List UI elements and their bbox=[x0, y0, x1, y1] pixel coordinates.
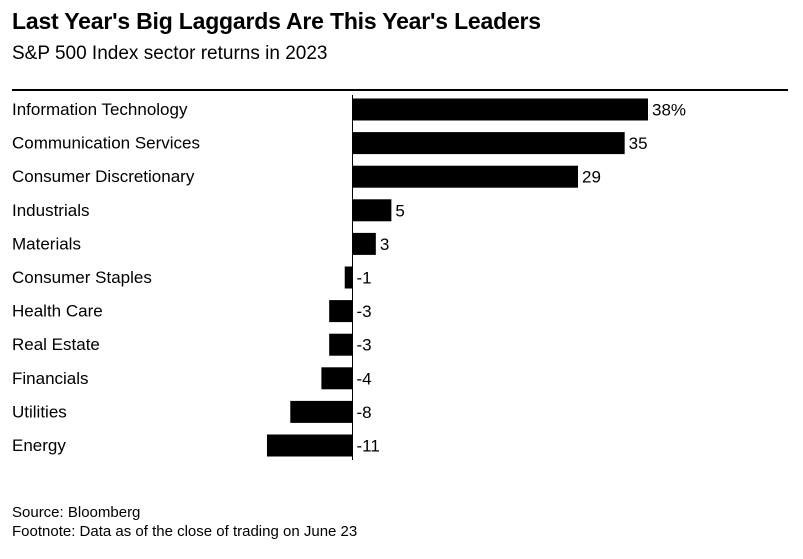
category-label: Utilities bbox=[12, 402, 67, 421]
bar bbox=[329, 300, 353, 323]
value-label: -1 bbox=[357, 269, 372, 288]
value-label: 35 bbox=[629, 134, 648, 153]
category-label: Health Care bbox=[12, 302, 103, 321]
value-label: 3 bbox=[380, 235, 389, 254]
bar bbox=[321, 367, 353, 390]
bar bbox=[329, 333, 353, 356]
bar bbox=[352, 98, 648, 121]
category-label: Materials bbox=[12, 234, 81, 253]
source-note: Source: Bloomberg bbox=[12, 504, 141, 521]
bar bbox=[290, 400, 353, 423]
category-label: Consumer Staples bbox=[12, 268, 152, 287]
category-label: Industrials bbox=[12, 201, 89, 220]
bar bbox=[344, 266, 353, 289]
category-label: Information Technology bbox=[12, 100, 188, 119]
value-label: 29 bbox=[582, 168, 601, 187]
bar bbox=[352, 199, 392, 222]
bar bbox=[352, 232, 376, 255]
value-label: -11 bbox=[357, 437, 380, 456]
header-rule bbox=[12, 89, 788, 91]
chart-title: Last Year's Big Laggards Are This Year's… bbox=[12, 8, 541, 34]
category-label: Real Estate bbox=[12, 335, 100, 354]
bar-chart: Information Technology 38% Communication S… bbox=[12, 95, 686, 460]
category-label: Consumer Discretionary bbox=[12, 167, 195, 186]
bar bbox=[352, 165, 579, 188]
value-label: -8 bbox=[357, 403, 372, 422]
footnote: Footnote: Data as of the close of tradin… bbox=[12, 523, 358, 540]
value-label: -3 bbox=[357, 302, 372, 321]
value-label: -3 bbox=[357, 336, 372, 355]
value-label: 38% bbox=[652, 101, 686, 120]
value-label: -4 bbox=[357, 369, 372, 388]
bar bbox=[352, 132, 625, 155]
category-label: Financials bbox=[12, 369, 89, 388]
chart-subtitle: S&P 500 Index sector returns in 2023 bbox=[12, 43, 328, 64]
category-label: Communication Services bbox=[12, 134, 200, 153]
bar bbox=[266, 434, 353, 457]
category-label: Energy bbox=[12, 436, 66, 455]
value-label: 5 bbox=[395, 201, 404, 220]
